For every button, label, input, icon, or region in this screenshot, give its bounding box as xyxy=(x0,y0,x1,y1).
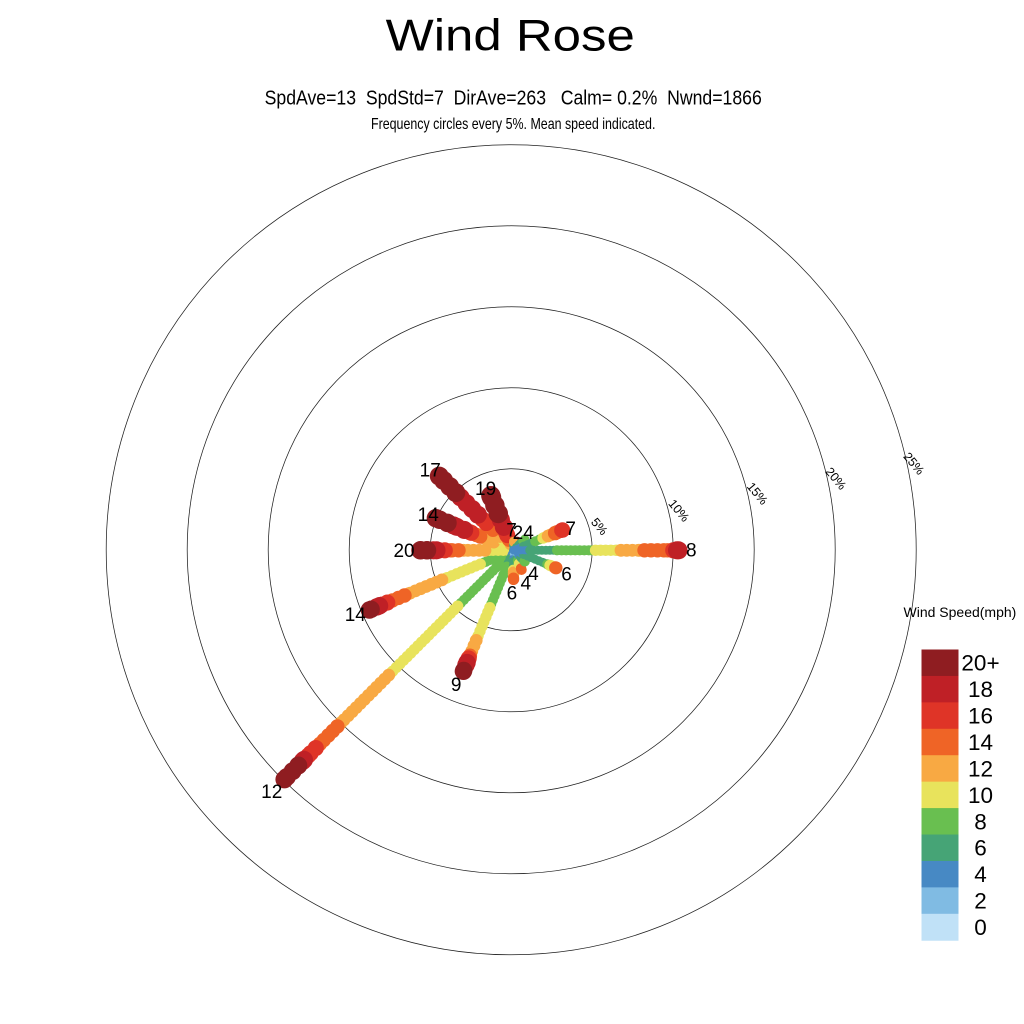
svg-text:9: 9 xyxy=(451,675,462,696)
svg-text:Wind Rose: Wind Rose xyxy=(386,11,635,60)
svg-text:Frequency circles every 5%. Me: Frequency circles every 5%. Mean speed i… xyxy=(371,116,655,134)
svg-text:SpdAve=13 SpdStd=7 DirAve=26: SpdAve=13 SpdStd=7 DirAve=263 Calm= 0.2%… xyxy=(265,87,762,110)
svg-text:19: 19 xyxy=(475,479,496,500)
svg-text:20+: 20+ xyxy=(961,651,999,676)
svg-text:8: 8 xyxy=(686,541,697,562)
svg-text:12: 12 xyxy=(968,756,993,781)
svg-text:7: 7 xyxy=(506,521,517,542)
svg-text:14: 14 xyxy=(345,605,367,626)
svg-text:6: 6 xyxy=(561,564,572,585)
svg-text:12: 12 xyxy=(261,782,282,803)
svg-text:6: 6 xyxy=(974,836,987,861)
svg-text:0: 0 xyxy=(974,915,987,940)
svg-text:24: 24 xyxy=(513,523,535,544)
svg-text:Wind Speed(mph): Wind Speed(mph) xyxy=(904,604,1017,620)
svg-text:18: 18 xyxy=(968,677,993,702)
svg-text:17: 17 xyxy=(420,461,441,482)
svg-text:7: 7 xyxy=(565,519,576,540)
svg-text:20: 20 xyxy=(393,541,414,562)
svg-text:14: 14 xyxy=(418,505,440,526)
svg-text:4: 4 xyxy=(528,564,539,585)
svg-text:14: 14 xyxy=(968,730,993,755)
svg-text:4: 4 xyxy=(974,862,987,887)
svg-text:16: 16 xyxy=(968,704,993,729)
svg-text:10: 10 xyxy=(968,783,993,808)
svg-text:6: 6 xyxy=(507,584,518,605)
svg-text:2: 2 xyxy=(974,889,987,914)
svg-text:4: 4 xyxy=(521,574,532,595)
svg-text:8: 8 xyxy=(974,809,987,834)
